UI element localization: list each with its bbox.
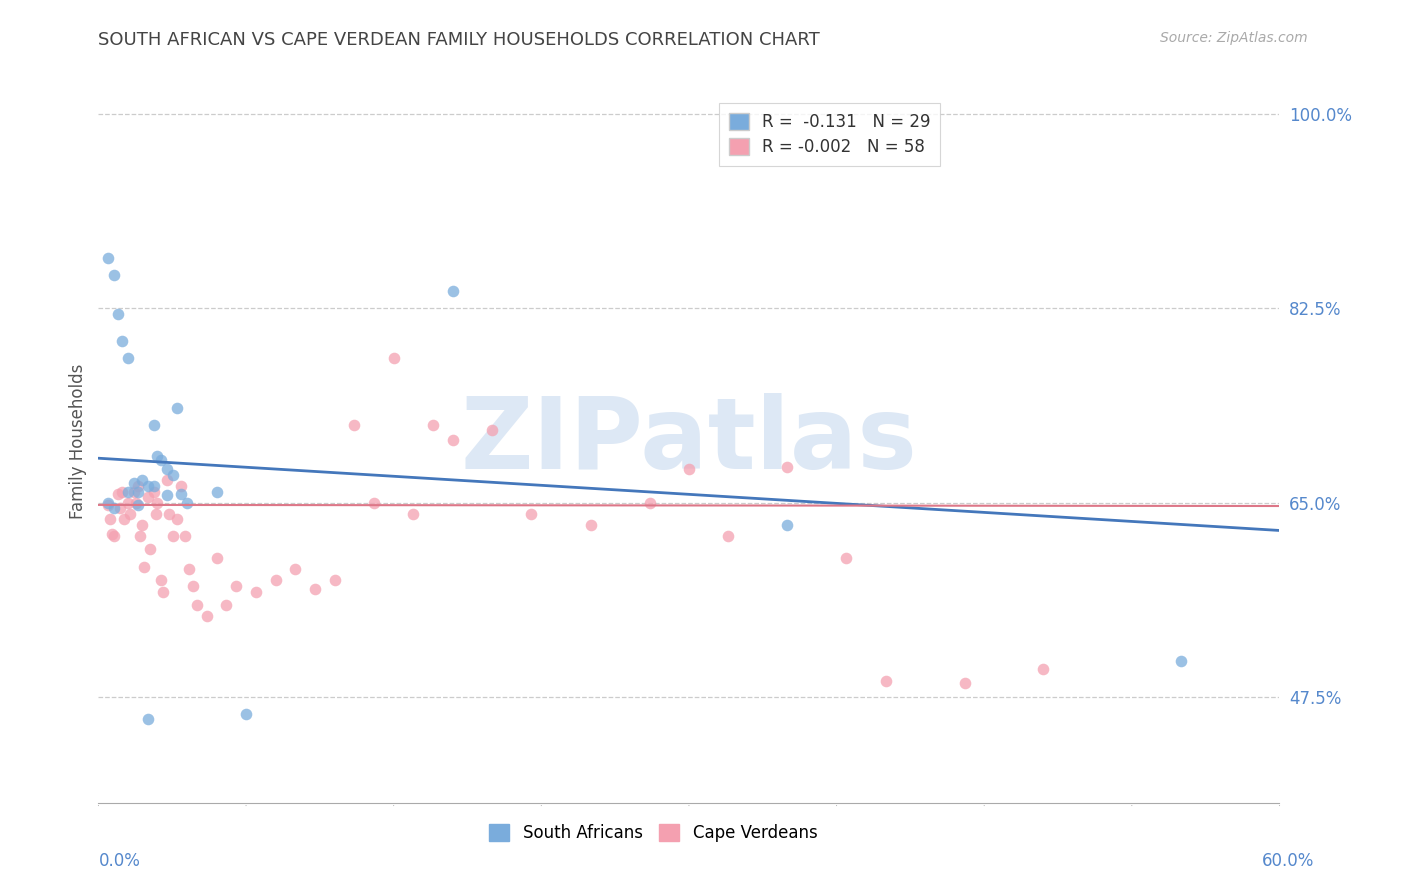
Point xyxy=(108,501,131,516)
Point xyxy=(103,529,125,543)
Point xyxy=(162,529,184,543)
Point xyxy=(125,496,148,510)
Point xyxy=(638,496,661,510)
Y-axis label: Family Households: Family Households xyxy=(69,364,87,519)
Point xyxy=(186,598,208,612)
Point xyxy=(128,529,150,543)
Text: SOUTH AFRICAN VS CAPE VERDEAN FAMILY HOUSEHOLDS CORRELATION CHART: SOUTH AFRICAN VS CAPE VERDEAN FAMILY HOU… xyxy=(98,31,820,49)
Point xyxy=(156,462,179,476)
Point xyxy=(304,582,326,597)
Point xyxy=(117,496,139,510)
Point xyxy=(107,307,129,321)
Point xyxy=(127,498,149,512)
Point xyxy=(111,334,134,349)
Point xyxy=(678,462,700,476)
Point xyxy=(117,484,139,499)
Text: Source: ZipAtlas.com: Source: ZipAtlas.com xyxy=(1160,31,1308,45)
Point xyxy=(152,584,174,599)
Point xyxy=(245,584,267,599)
Point xyxy=(150,453,173,467)
Point xyxy=(205,551,228,566)
Point xyxy=(150,574,173,588)
Point xyxy=(166,512,188,526)
Point xyxy=(422,417,444,432)
Point xyxy=(953,675,976,690)
Point xyxy=(323,574,346,588)
Point xyxy=(875,673,897,688)
Point xyxy=(363,496,385,510)
Point xyxy=(132,560,155,574)
Point xyxy=(481,424,503,438)
Point xyxy=(181,579,204,593)
Point xyxy=(215,598,238,612)
Point xyxy=(166,401,188,416)
Point xyxy=(136,479,159,493)
Point xyxy=(835,551,858,566)
Point xyxy=(177,562,200,576)
Point xyxy=(579,517,602,532)
Point xyxy=(127,484,149,499)
Point xyxy=(284,562,307,576)
Point xyxy=(136,490,159,504)
Point xyxy=(156,474,179,488)
Point xyxy=(382,351,405,366)
Point xyxy=(343,417,366,432)
Point xyxy=(205,484,228,499)
Point xyxy=(146,496,169,510)
Point xyxy=(146,449,169,463)
Point xyxy=(112,512,135,526)
Point xyxy=(776,517,799,532)
Legend: South Africans, Cape Verdeans: South Africans, Cape Verdeans xyxy=(482,817,824,848)
Point xyxy=(97,498,120,512)
Point xyxy=(170,479,193,493)
Point xyxy=(235,706,257,721)
Text: ZIPatlas: ZIPatlas xyxy=(461,393,917,490)
Point xyxy=(225,579,247,593)
Point xyxy=(122,475,145,490)
Point xyxy=(717,529,740,543)
Point xyxy=(142,417,165,432)
Point xyxy=(520,507,543,521)
Point xyxy=(264,574,287,588)
Point xyxy=(1032,662,1054,676)
Point xyxy=(136,713,159,727)
Point xyxy=(162,467,184,482)
Point xyxy=(195,609,218,624)
Point xyxy=(170,487,193,501)
Point xyxy=(138,542,160,557)
Point xyxy=(142,479,165,493)
Point xyxy=(127,479,149,493)
Point xyxy=(776,460,799,475)
Point xyxy=(101,526,124,541)
Point xyxy=(118,507,141,521)
Point xyxy=(97,251,120,265)
Text: 0.0%: 0.0% xyxy=(98,852,141,870)
Point xyxy=(97,496,120,510)
Point xyxy=(98,512,121,526)
Point xyxy=(131,517,153,532)
Point xyxy=(122,484,145,499)
Point xyxy=(145,507,167,521)
Text: 60.0%: 60.0% xyxy=(1263,852,1315,870)
Point xyxy=(103,268,125,282)
Point xyxy=(131,474,153,488)
Point xyxy=(117,351,139,366)
Point xyxy=(107,487,129,501)
Point xyxy=(1170,653,1192,667)
Point xyxy=(402,507,425,521)
Point xyxy=(441,285,464,299)
Point xyxy=(441,434,464,448)
Point xyxy=(174,529,197,543)
Point xyxy=(103,501,125,516)
Point xyxy=(156,488,179,502)
Point xyxy=(111,484,134,499)
Point xyxy=(157,507,180,521)
Point xyxy=(176,496,198,510)
Point xyxy=(142,484,165,499)
